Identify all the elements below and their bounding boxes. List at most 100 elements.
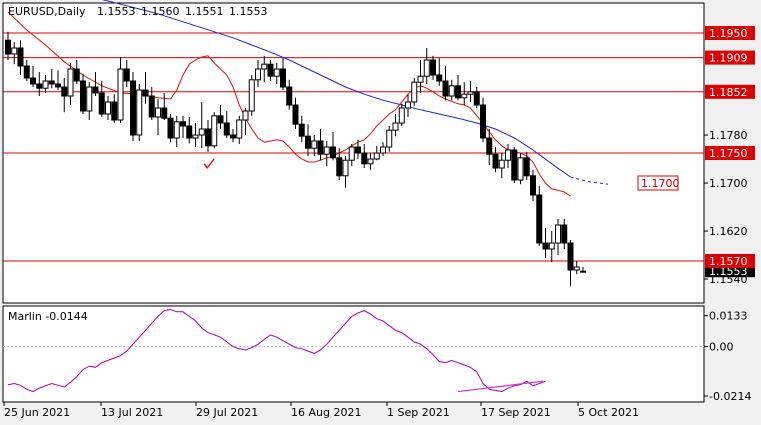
- x-tick-label: 13 Jul 2021: [101, 406, 163, 419]
- candle: [355, 139, 361, 159]
- candle: [36, 72, 43, 96]
- candle-body: [442, 80, 449, 97]
- candle-body: [117, 68, 124, 121]
- y-tick-label: 1.1700: [709, 177, 748, 190]
- candle: [480, 97, 486, 143]
- candle-body: [317, 140, 324, 155]
- candle-body: [242, 110, 249, 121]
- x-tick-label: 29 Jul 2021: [196, 406, 258, 419]
- candle-body: [311, 140, 318, 149]
- candle-body: [573, 266, 580, 271]
- candle: [186, 117, 193, 144]
- candle-body: [217, 115, 224, 124]
- candle: [217, 105, 224, 129]
- y-tick-label: 1.1780: [709, 129, 748, 142]
- candle: [405, 94, 411, 117]
- candle-body: [105, 101, 111, 115]
- candle: [548, 231, 555, 263]
- candle: [305, 124, 311, 156]
- candle-body: [505, 149, 511, 161]
- candle-body: [261, 63, 268, 70]
- candle: [567, 240, 574, 287]
- candle: [342, 156, 349, 188]
- candle-body: [348, 146, 355, 161]
- candle-body: [480, 104, 486, 139]
- slow-ma-line: [102, 0, 571, 178]
- candle: [505, 144, 511, 168]
- candle: [442, 66, 449, 101]
- candle: [436, 58, 443, 86]
- candle-body: [211, 115, 218, 147]
- candle-body: [111, 101, 118, 121]
- candle: [411, 78, 418, 107]
- candle: [223, 111, 230, 138]
- y-tick-label: 1.1620: [709, 225, 748, 238]
- candle: [180, 115, 186, 138]
- candle-body: [355, 146, 361, 154]
- candle: [248, 75, 255, 116]
- price-layer: [3, 0, 704, 287]
- candle-body: [80, 80, 86, 112]
- candle: [448, 79, 455, 101]
- candle: [148, 87, 155, 120]
- candle-body: [273, 68, 280, 77]
- candle: [367, 153, 374, 170]
- level-label-box: [705, 254, 755, 268]
- candle-body: [392, 122, 399, 131]
- candle-body: [417, 75, 424, 83]
- candle: [211, 112, 218, 149]
- candle: [136, 84, 143, 141]
- candle: [123, 60, 130, 87]
- candle: [386, 126, 393, 152]
- indicator-panel: [2, 305, 705, 403]
- candle-body: [205, 128, 211, 147]
- candle-body: [55, 83, 61, 88]
- candle: [86, 82, 93, 120]
- x-tick-label: 1 Sep 2021: [387, 406, 450, 419]
- candle-body: [467, 91, 474, 95]
- candle-body: [173, 121, 180, 139]
- candle-body: [423, 59, 430, 77]
- candle: [42, 75, 49, 93]
- candle: [417, 60, 424, 93]
- candle: [161, 93, 168, 120]
- candle-body: [92, 86, 99, 94]
- header-close: 1.1553: [229, 5, 268, 18]
- header-low: 1.1551: [185, 5, 224, 18]
- candle: [336, 148, 343, 180]
- candle-body: [36, 83, 43, 89]
- candle-body: [30, 77, 36, 85]
- candle-body: [161, 107, 168, 119]
- candle: [173, 115, 180, 147]
- candle-body: [517, 157, 524, 181]
- candle-body: [292, 104, 299, 125]
- candle-body: [542, 242, 549, 250]
- candle: [198, 102, 205, 149]
- indicator-line: [7, 308, 546, 393]
- candle: [298, 115, 305, 143]
- candle: [55, 70, 61, 90]
- candle-body: [580, 270, 586, 273]
- candle: [80, 73, 86, 114]
- candle: [555, 219, 561, 255]
- candle: [330, 132, 336, 161]
- candle: [461, 82, 468, 105]
- candle: [230, 129, 236, 143]
- candle-body: [5, 39, 11, 55]
- header-high: 1.1560: [141, 5, 180, 18]
- candle: [317, 129, 324, 161]
- candle: [142, 72, 149, 104]
- candle: [48, 69, 55, 89]
- candle-body: [436, 74, 443, 82]
- candle-body: [186, 125, 193, 139]
- candle: [536, 186, 543, 246]
- candle: [98, 81, 105, 117]
- candle-body: [361, 152, 368, 165]
- candle-body: [461, 93, 468, 99]
- candle-body: [492, 153, 499, 169]
- candle: [23, 60, 30, 81]
- header-symbol: EURUSD,Daily: [8, 5, 86, 18]
- level-label: 1.1570: [709, 255, 748, 268]
- projection-label: 1.1700: [641, 177, 680, 190]
- candle: [398, 103, 405, 126]
